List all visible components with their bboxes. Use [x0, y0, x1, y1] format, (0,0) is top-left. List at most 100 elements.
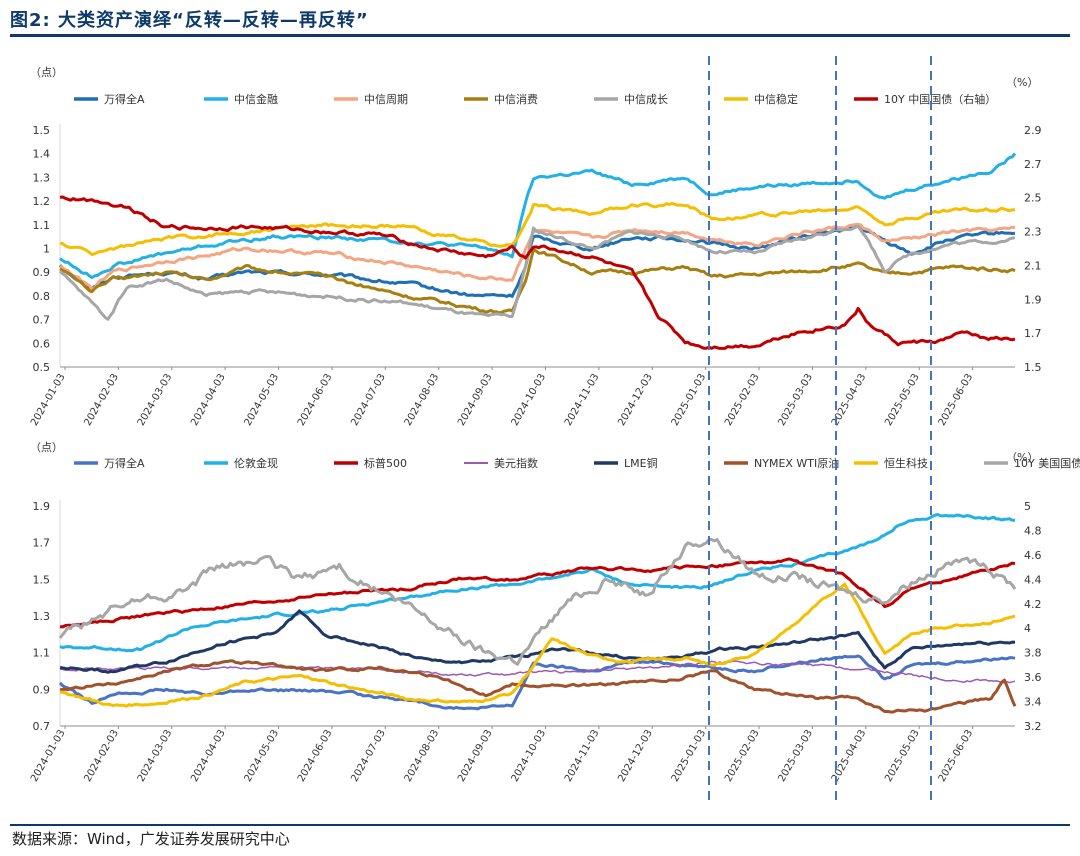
y-tick-left: 0.7 [33, 720, 51, 733]
x-tick-label: 2025-06-03 [937, 372, 976, 428]
legend-label: 中信稳定 [754, 92, 798, 106]
x-tick-label: 2025-03-03 [776, 372, 815, 428]
x-tick-label: 2024-12-03 [616, 372, 655, 428]
source-note: 数据来源：Wind，广发证券发展研究中心 [12, 830, 290, 848]
y-tick-left: 1.5 [33, 124, 51, 137]
y-tick-left: 1.7 [33, 537, 51, 550]
series-line [59, 582, 1016, 708]
footer-rule [10, 824, 1070, 826]
y-tick-right: 2.3 [1024, 226, 1042, 239]
series-line [59, 248, 1016, 315]
x-tick-label: 2024-04-03 [189, 728, 228, 784]
legend-label: NYMEX WTI原油 [754, 456, 839, 470]
x-tick-label: 2024-03-03 [136, 372, 175, 428]
legend-label: 标普500 [364, 456, 407, 470]
series-line [58, 224, 1016, 321]
y-tick-left: 1.1 [33, 647, 51, 660]
x-tick-label: 2024-06-03 [296, 728, 335, 784]
x-tick-label: 2025-05-03 [883, 372, 922, 428]
y-tick-right: 4.2 [1024, 598, 1042, 611]
series-line [59, 609, 1016, 674]
x-tick-label: 2024-07-03 [349, 372, 388, 428]
series-line [59, 557, 1016, 629]
series-line [58, 537, 1017, 666]
x-tick-label: 2025-02-03 [723, 372, 762, 428]
y-tick-left: 1.5 [33, 573, 51, 586]
x-tick-label: 2024-02-03 [82, 728, 121, 784]
y-tick-left: 1.3 [33, 610, 51, 623]
header-rule [10, 34, 1070, 37]
y-tick-left: 0.6 [33, 337, 51, 350]
x-tick-label: 2025-02-03 [723, 728, 762, 784]
y-tick-right: 2.9 [1024, 124, 1042, 137]
y-tick-right: 4 [1024, 622, 1031, 635]
left-unit-label: （点） [30, 441, 63, 454]
x-tick-label: 2024-12-03 [616, 728, 655, 784]
x-tick-label: 2024-05-03 [243, 728, 282, 784]
legend-label: 10Y 美国国债（右轴） [1014, 456, 1080, 470]
y-tick-right: 1.9 [1024, 293, 1042, 306]
series-line [59, 152, 1017, 279]
y-tick-right: 3.4 [1024, 696, 1042, 709]
series-line [59, 202, 1016, 256]
series-line [59, 195, 1016, 350]
x-tick-label: 2024-01-03 [29, 728, 68, 784]
x-tick-label: 2024-09-03 [456, 728, 495, 784]
x-tick-label: 2024-11-03 [563, 372, 602, 428]
legend-label: 10Y 中国国债（右轴） [884, 92, 996, 106]
y-tick-right: 2.7 [1024, 158, 1042, 171]
chart-panel-top: （点） （%） 0.5 0.6 0.7 0.8 0.9 1 1.1 1.2 1.3 1.4 1.5 1.5… [29, 66, 1041, 428]
y-tick-left: 1.1 [33, 219, 51, 232]
y-tick-left: 1.9 [33, 500, 51, 513]
legend-label: LME铜 [624, 456, 658, 470]
legend-label: 中信周期 [364, 93, 408, 106]
legend-label: 美元指数 [494, 456, 538, 470]
legend-label: 中信成长 [624, 93, 668, 106]
x-tick-label: 2024-08-03 [403, 728, 442, 784]
y-tick-left: 0.8 [33, 290, 51, 303]
x-tick-label: 2025-06-03 [937, 728, 976, 784]
y-tick-right: 3.6 [1024, 671, 1042, 684]
x-tick-label: 2024-03-03 [136, 728, 175, 784]
right-unit-label: （%） [1006, 451, 1038, 464]
x-tick-label: 2024-06-03 [296, 372, 335, 428]
legend-label: 万得全A [104, 456, 145, 470]
legend-label: 中信消费 [494, 92, 538, 106]
legend-label: 中信金融 [234, 92, 278, 106]
x-tick-label: 2025-01-03 [670, 372, 709, 428]
figure-title: 图2: 大类资产演绎“反转—反转—再反转” [10, 10, 369, 31]
y-tick-left: 0.5 [33, 361, 51, 374]
x-tick-label: 2025-03-03 [776, 728, 815, 784]
x-tick-label: 2025-01-03 [670, 728, 709, 784]
right-unit-label: （%） [1006, 76, 1038, 89]
x-tick-label: 2024-07-03 [349, 728, 388, 784]
series-line [59, 659, 1017, 714]
legend-label: 恒生科技 [884, 456, 928, 470]
series-line [58, 654, 1016, 711]
x-tick-label: 2024-02-03 [82, 372, 121, 428]
y-tick-left: 0.7 [33, 314, 51, 327]
legend-label: 万得全A [104, 92, 145, 106]
y-tick-right: 2.5 [1024, 192, 1042, 205]
x-tick-label: 2024-10-03 [510, 728, 549, 784]
x-tick-label: 2024-08-03 [403, 372, 442, 428]
y-tick-left: 1.3 [33, 171, 51, 184]
y-tick-left: 1 [43, 243, 50, 256]
x-tick-label: 2025-05-03 [883, 728, 922, 784]
x-tick-label: 2024-11-03 [563, 728, 602, 784]
y-tick-right: 4.6 [1024, 549, 1042, 562]
y-tick-right: 4.8 [1024, 524, 1042, 537]
y-tick-right: 3.8 [1024, 647, 1042, 660]
left-unit-label: （点） [30, 66, 63, 79]
y-tick-left: 0.9 [33, 266, 51, 279]
x-tick-label: 2024-04-03 [189, 372, 228, 428]
y-tick-right: 5 [1024, 500, 1031, 513]
series-line [59, 660, 1016, 684]
y-tick-right: 3.2 [1024, 720, 1042, 733]
y-tick-right: 4.4 [1024, 573, 1042, 586]
y-tick-left: 1.4 [33, 148, 51, 161]
figure-header: 图2: 大类资产演绎“反转—反转—再反转” [10, 6, 1070, 34]
x-tick-label: 2024-05-03 [243, 372, 282, 428]
chart-panel-bottom: （点） （%） 0.7 0.9 1.1 1.3 1.5 1.7 1.9 3.2 3.4 3.6 3.8 4… [29, 441, 1080, 784]
